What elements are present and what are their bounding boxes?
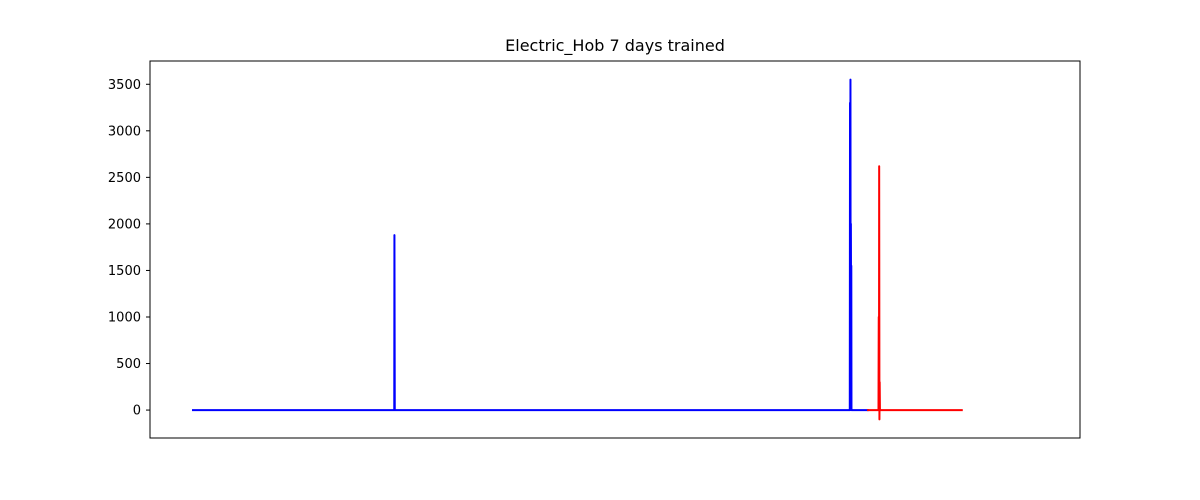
y-tick-label: 3500 bbox=[108, 78, 141, 93]
y-tick-label: 2500 bbox=[108, 171, 141, 186]
y-tick-label: 500 bbox=[116, 357, 141, 372]
y-tick-label: 2000 bbox=[108, 217, 141, 232]
y-tick-label: 0 bbox=[133, 404, 141, 419]
plot-frame bbox=[149, 60, 1081, 439]
series-line-1 bbox=[192, 78, 869, 412]
series-line-2 bbox=[867, 165, 963, 421]
y-tick-label: 1500 bbox=[108, 264, 141, 279]
y-tick-label: 3000 bbox=[108, 124, 141, 139]
chart-title: Electric_Hob 7 days trained bbox=[505, 36, 725, 56]
y-axis: 0 500 1000 1500 2000 2500 3000 3500 bbox=[108, 78, 150, 419]
series-layer bbox=[192, 78, 963, 421]
y-tick-label: 1000 bbox=[108, 310, 141, 325]
